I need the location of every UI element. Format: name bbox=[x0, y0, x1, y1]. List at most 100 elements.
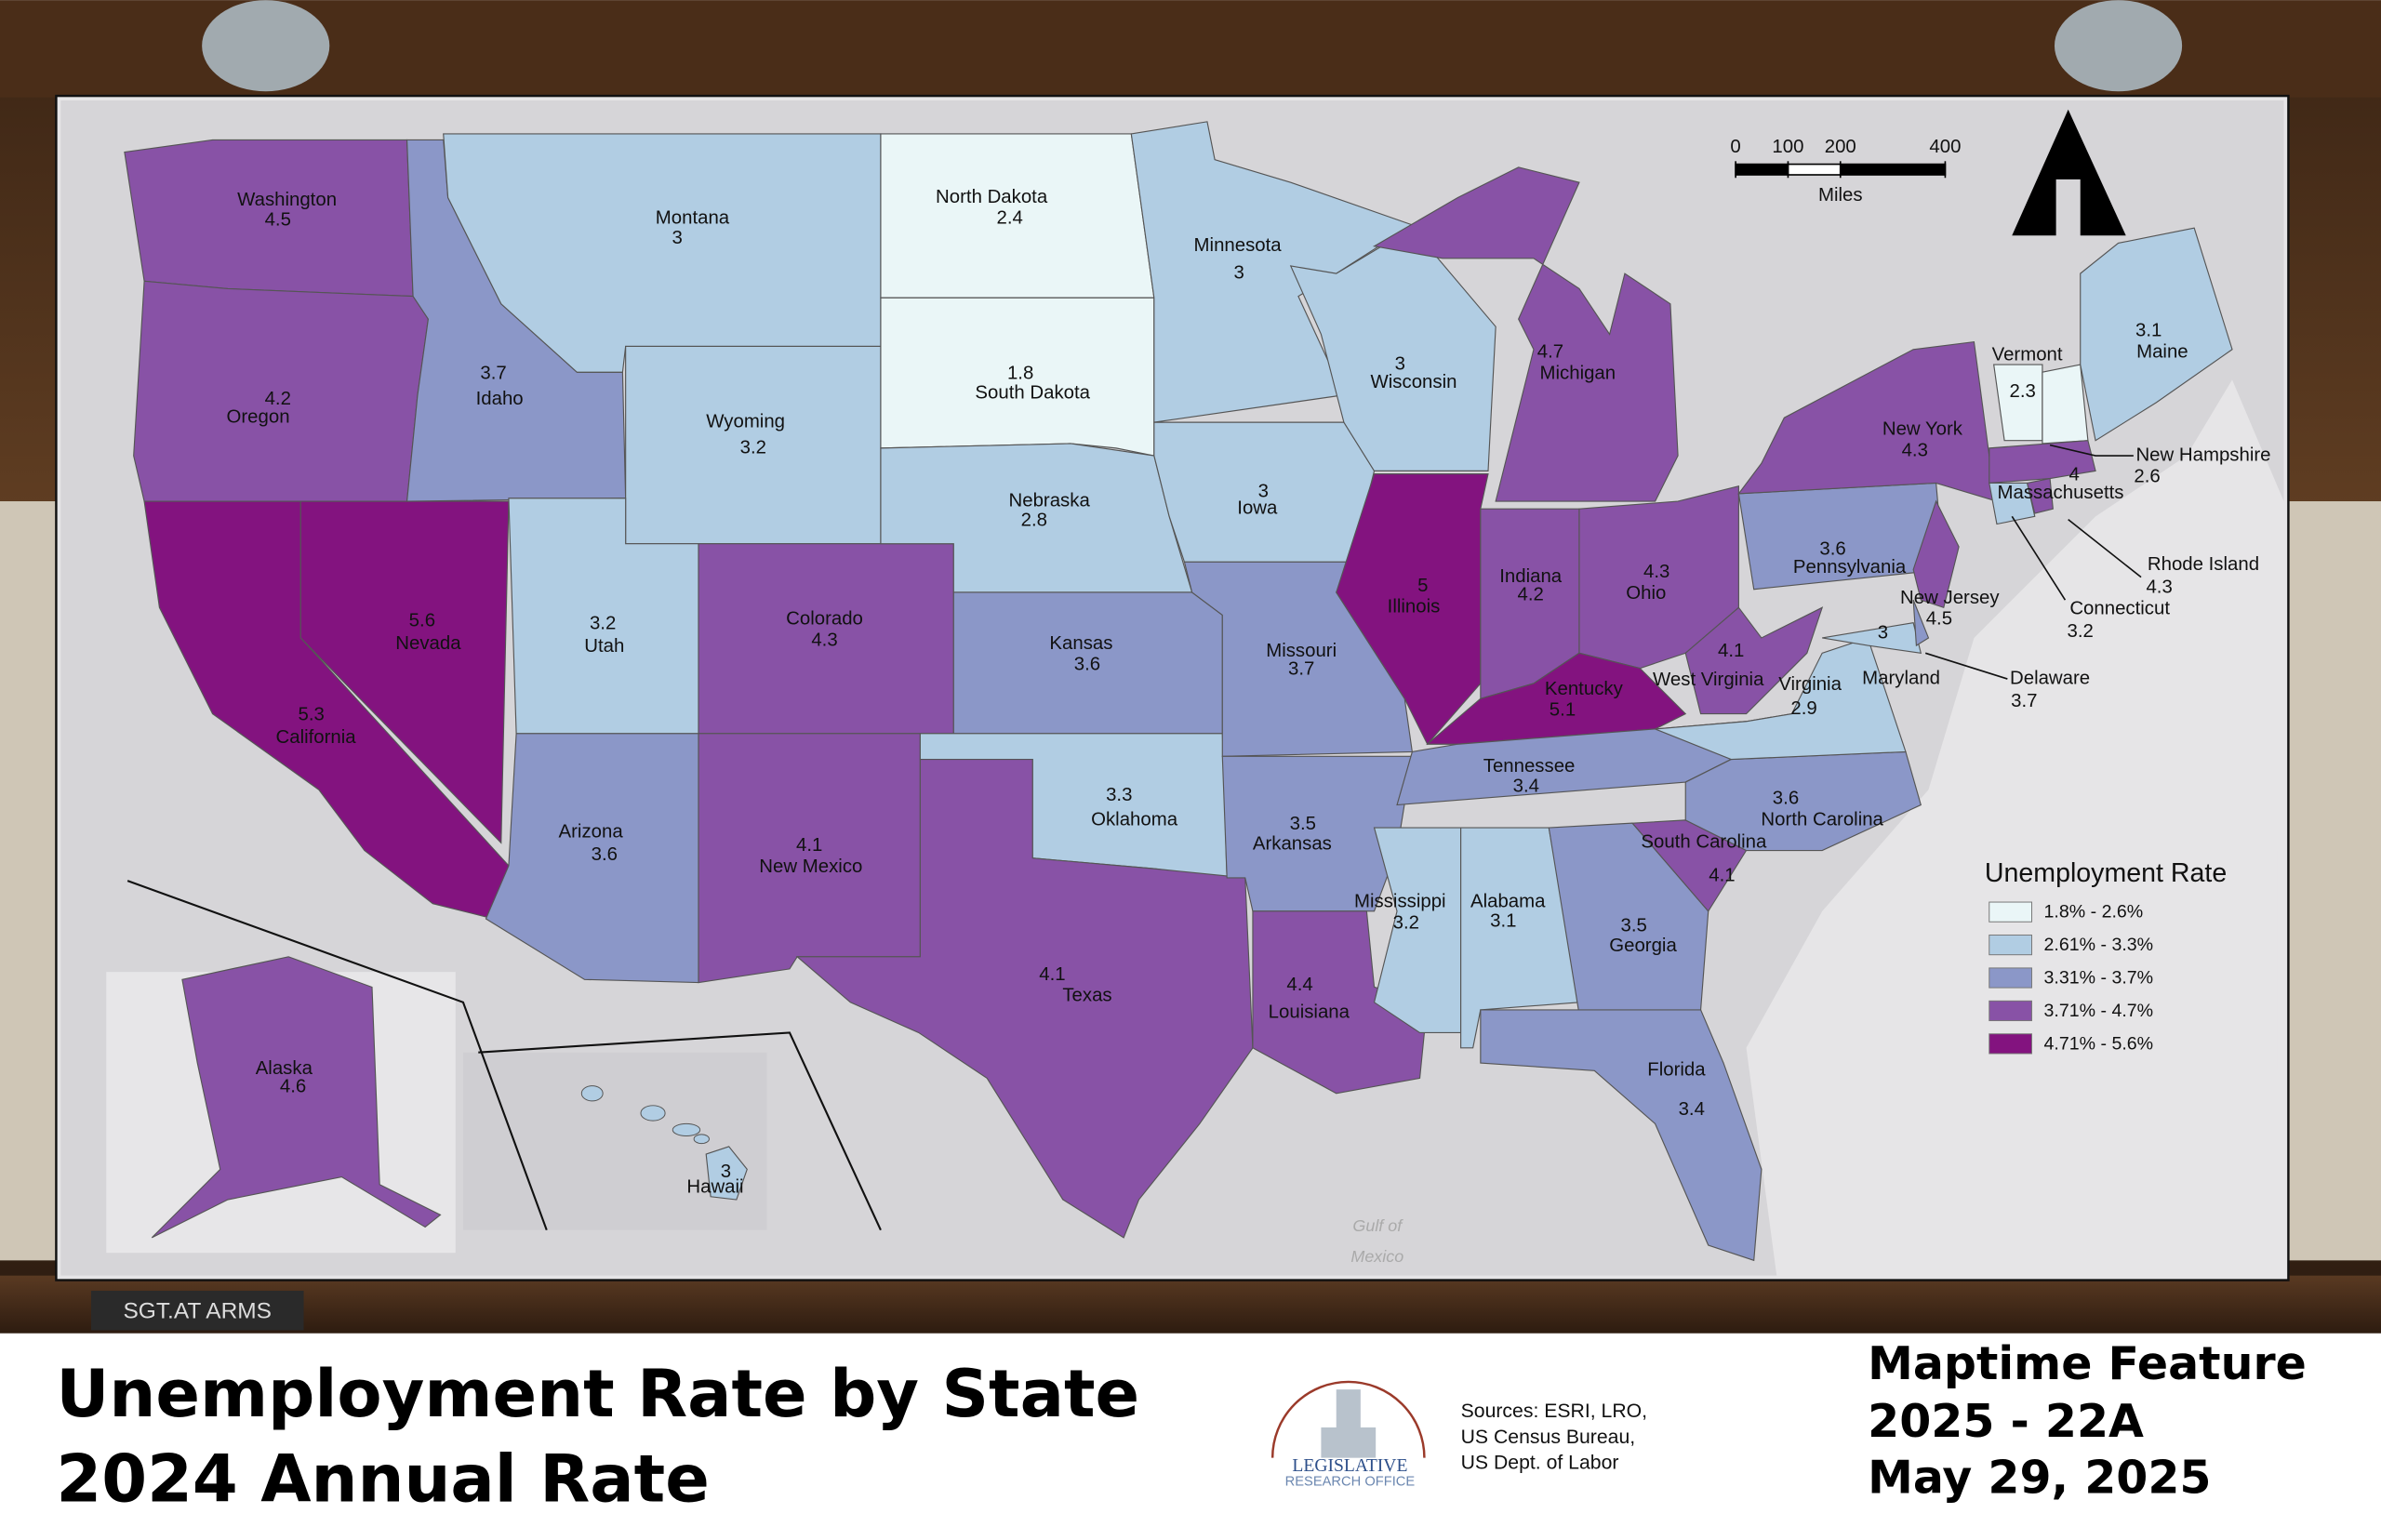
state-value: 2.6 bbox=[2134, 466, 2160, 486]
state-value: 3.7 bbox=[480, 363, 506, 383]
state-value: 3.2 bbox=[740, 437, 766, 458]
chandelier bbox=[202, 0, 330, 92]
state-value: 2.4 bbox=[997, 208, 1023, 229]
feature: May 29, 2025 bbox=[1868, 1452, 2211, 1505]
state-value: 3.6 bbox=[1773, 788, 1799, 808]
state bbox=[1655, 637, 1907, 761]
state-name: Nebraska bbox=[1009, 490, 1091, 511]
state-name: Montana bbox=[656, 208, 730, 229]
legend-swatch bbox=[1989, 967, 2032, 989]
state-value: 4.5 bbox=[265, 209, 291, 230]
island bbox=[672, 1122, 701, 1136]
scale-label: 100 bbox=[1772, 137, 1803, 157]
state-value: 3.2 bbox=[590, 614, 616, 634]
state bbox=[1912, 599, 1930, 647]
state bbox=[1336, 473, 1489, 746]
state-name: Vermont bbox=[1992, 345, 2063, 365]
island bbox=[640, 1105, 666, 1122]
state-name: Indiana bbox=[1499, 566, 1563, 587]
state bbox=[705, 1146, 748, 1201]
north-arrow bbox=[2012, 109, 2126, 236]
state bbox=[2042, 364, 2089, 445]
sources: US Dept. of Labor bbox=[1461, 1453, 1619, 1474]
leader-line bbox=[1924, 652, 2008, 680]
state-value: 3.6 bbox=[592, 844, 618, 865]
legend-swatch bbox=[1989, 1033, 2032, 1055]
sources: US Census Bureau, bbox=[1461, 1427, 1636, 1448]
island bbox=[580, 1085, 604, 1102]
legend-title: Unemployment Rate bbox=[1985, 858, 2227, 888]
legend: Unemployment Rate 1.8% - 2.6% 2.61% - 3.3%… bbox=[1974, 850, 2278, 1071]
state-value: 3.2 bbox=[1393, 912, 1419, 933]
state-name: Arkansas bbox=[1253, 833, 1332, 854]
water-label: Mexico bbox=[1350, 1247, 1403, 1266]
legend-swatch bbox=[1989, 901, 2032, 923]
state-value: 4.2 bbox=[265, 389, 291, 409]
footer bbox=[0, 1333, 2381, 1540]
state-name: Massachusetts bbox=[1998, 483, 2124, 503]
state-value: 3.5 bbox=[1290, 814, 1316, 834]
state bbox=[1912, 499, 1960, 609]
state-value: 3 bbox=[1395, 353, 1405, 374]
state bbox=[1548, 822, 1709, 1016]
state-value: 3.6 bbox=[1074, 655, 1100, 675]
legend-swatch bbox=[1989, 1000, 2032, 1022]
scale-label: 0 bbox=[1730, 137, 1740, 157]
legend-label: 2.61% - 3.3% bbox=[2044, 935, 2154, 955]
state-value: 4.4 bbox=[1286, 975, 1312, 995]
scale-label: 200 bbox=[1825, 137, 1856, 157]
state-name: Oklahoma bbox=[1091, 809, 1178, 830]
state-value: 3 bbox=[1258, 482, 1269, 502]
legend-label: 4.71% - 5.6% bbox=[2044, 1033, 2154, 1054]
leader-line bbox=[2068, 518, 2142, 578]
state-name: Iowa bbox=[1237, 498, 1278, 519]
feature: 2025 - 22A bbox=[1868, 1395, 2144, 1448]
state-name: Kansas bbox=[1049, 633, 1112, 654]
water-label: Gulf of bbox=[1352, 1216, 1403, 1235]
state-value: 3 bbox=[1878, 622, 1888, 643]
state-name: Washington bbox=[237, 190, 337, 210]
state-value: 3.6 bbox=[1819, 539, 1845, 560]
legend-label: 3.71% - 4.7% bbox=[2044, 1001, 2154, 1021]
state-value: 4.1 bbox=[796, 835, 822, 856]
logo-arc bbox=[1270, 1380, 1426, 1458]
state-value: 5.3 bbox=[299, 705, 325, 725]
sign-text: SGT.AT ARMS bbox=[123, 1298, 272, 1323]
state-name: North Dakota bbox=[936, 187, 1048, 207]
hawaii-inset bbox=[462, 1052, 767, 1230]
state-name: Wyoming bbox=[706, 412, 785, 432]
state bbox=[1480, 1009, 1762, 1262]
state-value: 2.9 bbox=[1790, 698, 1816, 719]
state bbox=[795, 758, 1254, 1239]
state-name: Alaska bbox=[256, 1058, 313, 1079]
legend-label: 1.8% - 2.6% bbox=[2044, 902, 2144, 923]
state-value: 4.1 bbox=[1039, 964, 1065, 985]
state-name: South Dakota bbox=[975, 382, 1090, 403]
wall-left bbox=[0, 501, 57, 1261]
state bbox=[1822, 621, 1922, 654]
state bbox=[1252, 910, 1429, 1095]
feature: Maptime Feature bbox=[1868, 1337, 2307, 1390]
state-value: 5.1 bbox=[1550, 700, 1576, 721]
desks bbox=[0, 1275, 2381, 1336]
state-name: Oregon bbox=[227, 407, 290, 428]
state-value: 2.8 bbox=[1021, 511, 1047, 531]
state-name: Pennsylvania bbox=[1793, 557, 1907, 578]
state-name: Idaho bbox=[476, 389, 524, 409]
state-name: California bbox=[276, 727, 357, 748]
state-name: Illinois bbox=[1388, 597, 1441, 617]
state-value: 3.3 bbox=[1106, 785, 1132, 805]
state-value: 5.6 bbox=[409, 610, 435, 631]
ceiling bbox=[0, 0, 2381, 98]
state-name: Arizona bbox=[559, 821, 624, 842]
state-name: New Jersey bbox=[1900, 588, 2000, 608]
state-value: 4.2 bbox=[1518, 585, 1544, 605]
chandelier bbox=[2054, 0, 2183, 92]
state-value: 3 bbox=[1234, 263, 1244, 284]
scale-unit: Miles bbox=[1818, 185, 1863, 206]
state-value: 3.4 bbox=[1679, 1099, 1705, 1120]
state-value: 3.7 bbox=[2011, 691, 2037, 711]
